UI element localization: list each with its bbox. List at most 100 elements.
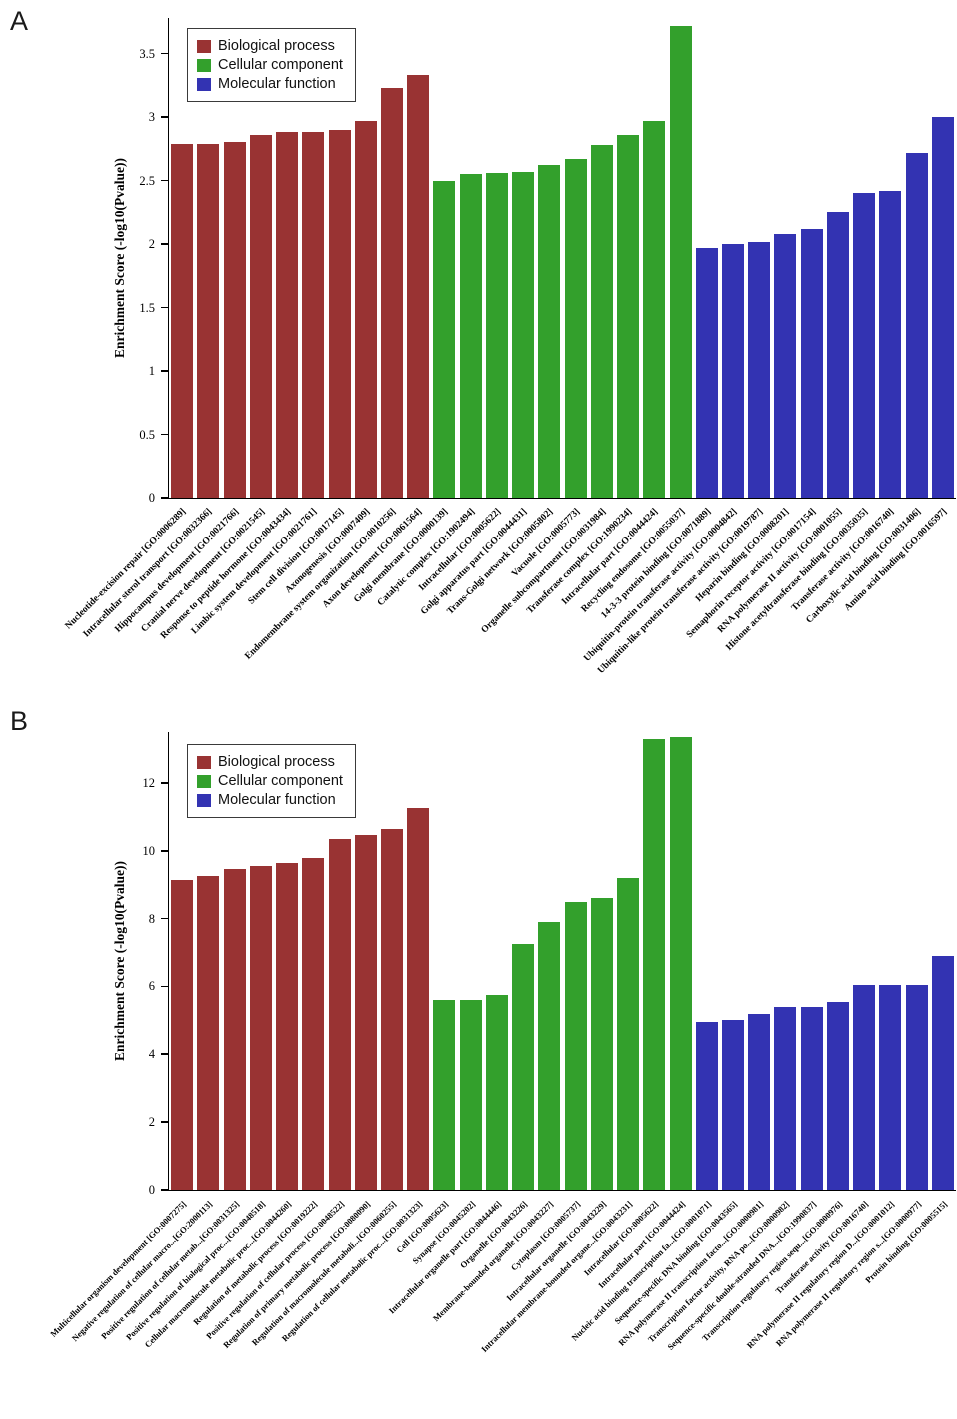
bar: [774, 233, 797, 498]
y-tick-label: 3.5: [139, 46, 155, 61]
y-tick-label: 2: [148, 237, 155, 252]
bar: [380, 828, 403, 1190]
legend-item: Biological process: [197, 754, 343, 770]
bar: [669, 25, 692, 498]
legend-label: Molecular function: [218, 76, 336, 92]
legend-swatch-icon: [197, 774, 211, 788]
y-tick-mark: [161, 1053, 169, 1056]
legend-swatch-icon: [197, 39, 211, 53]
legend-label: Cellular component: [218, 773, 343, 789]
bar: [722, 1020, 745, 1190]
bar: [302, 132, 325, 498]
y-tick-mark: [161, 849, 169, 852]
y-tick-label: 8: [148, 911, 155, 926]
bar: [433, 1000, 456, 1190]
legend-item: Molecular function: [197, 792, 343, 808]
legend-label: Biological process: [218, 754, 335, 770]
bar: [617, 877, 640, 1190]
bar: [905, 152, 928, 498]
panel-a-label: A: [10, 6, 29, 36]
bar: [223, 869, 246, 1190]
bar: [276, 862, 299, 1190]
bar: [617, 134, 640, 498]
x-axis-labels: Multicellular organism development [GO:0…: [48, 1193, 955, 1383]
y-tick-mark: [161, 433, 169, 436]
bar: [459, 1000, 482, 1190]
y-tick-mark: [161, 1189, 169, 1191]
y-tick-label: 0: [148, 491, 155, 505]
bar: [931, 955, 954, 1190]
bar: [197, 143, 220, 498]
y-tick-label: 0: [148, 1183, 155, 1197]
bar: [512, 171, 535, 498]
bar: [485, 994, 508, 1190]
bar: [276, 132, 299, 498]
bar: [905, 984, 928, 1190]
y-tick-label: 3: [148, 110, 155, 125]
y-tick-mark: [161, 116, 169, 118]
bar: [826, 1001, 849, 1190]
plot-area: Biological process Cellular component Mole…: [143, 732, 956, 1197]
bar: [197, 876, 220, 1190]
y-tick-mark: [161, 917, 169, 920]
bar: [590, 898, 613, 1190]
bar: [800, 1006, 823, 1190]
bar: [774, 1006, 797, 1190]
bar: [433, 180, 456, 498]
panel-b: B Enrichment Score (-log10(Pvalue)) Biol…: [0, 700, 957, 1383]
y-tick-label: 1: [148, 364, 155, 379]
bar: [564, 901, 587, 1190]
y-tick-mark: [161, 782, 169, 784]
bar: [302, 857, 325, 1190]
legend-swatch-icon: [197, 793, 211, 807]
bar: [328, 838, 351, 1190]
bar: [512, 944, 535, 1190]
bar: [695, 247, 718, 498]
bar: [485, 172, 508, 498]
bar: [354, 120, 377, 498]
y-axis-title: Enrichment Score (-log10(Pvalue)): [112, 861, 127, 1061]
legend-item: Molecular function: [197, 76, 343, 92]
legend-item: Cellular component: [197, 57, 343, 73]
bar: [407, 808, 430, 1190]
legend-item: Cellular component: [197, 773, 343, 789]
bar: [538, 922, 561, 1190]
panel-a: A Enrichment Score (-log10(Pvalue)) Biol…: [0, 0, 957, 700]
legend-swatch-icon: [197, 77, 211, 91]
bar: [748, 241, 771, 498]
bar: [800, 228, 823, 498]
panel-b-label: B: [10, 706, 29, 736]
bar: [249, 866, 272, 1190]
bar: [459, 174, 482, 498]
bar: [223, 142, 246, 498]
legend-label: Molecular function: [218, 792, 336, 808]
bar: [590, 144, 613, 498]
bar: [853, 193, 876, 498]
bar: [171, 143, 194, 498]
y-tick-label: 2.5: [139, 173, 155, 188]
legend-label: Biological process: [218, 38, 335, 54]
bar: [564, 158, 587, 498]
bar: [643, 120, 666, 498]
y-tick-label: 4: [148, 1047, 155, 1062]
legend-swatch-icon: [197, 58, 211, 72]
y-tick-mark: [161, 370, 169, 372]
bar: [643, 738, 666, 1190]
bar: [380, 87, 403, 498]
y-tick-label: 10: [142, 843, 156, 858]
legend-item: Biological process: [197, 38, 343, 54]
bar: [695, 1022, 718, 1190]
bar: [354, 835, 377, 1190]
legend-swatch-icon: [197, 755, 211, 769]
bar: [879, 984, 902, 1190]
y-tick-mark: [161, 52, 169, 55]
y-tick-label: 6: [148, 979, 155, 994]
bar: [748, 1013, 771, 1190]
y-tick-label: 2: [148, 1115, 155, 1130]
legend: Biological process Cellular component Mole…: [187, 28, 356, 102]
bar: [171, 879, 194, 1190]
y-tick-label: 12: [142, 775, 156, 790]
y-tick-label: 0.5: [139, 427, 155, 442]
y-tick-mark: [161, 497, 169, 499]
legend: Biological process Cellular component Mole…: [187, 744, 356, 818]
